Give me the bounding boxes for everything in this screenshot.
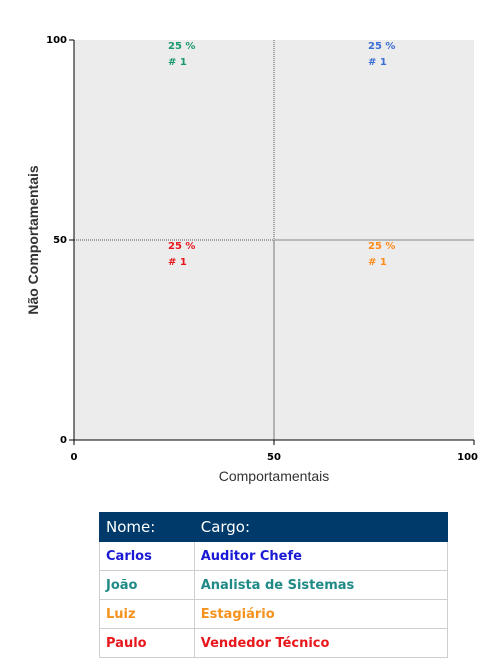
people-table: Nome: Cargo: Carlos Auditor Chefe João A… xyxy=(99,512,449,658)
row-role: Auditor Chefe xyxy=(193,541,449,571)
y-tick-label: 50 xyxy=(53,235,67,246)
table-row: João Analista de Sistemas xyxy=(99,570,449,600)
table-row: Carlos Auditor Chefe xyxy=(99,541,449,571)
x-tick-label: 100 xyxy=(457,452,478,463)
table-header-row: Nome: Cargo: xyxy=(99,512,449,542)
x-axis-label: Comportamentais xyxy=(219,468,330,484)
y-tick-label: 100 xyxy=(46,35,67,46)
y-tick-label: 0 xyxy=(60,435,67,446)
header-role: Cargo: xyxy=(193,512,449,542)
row-name: Luiz xyxy=(99,599,195,629)
quadrant-chart: 0 50 100 0 50 100 25 % # 1 25 % # 1 25 % # 1 25 % # 1… xyxy=(25,35,478,484)
table-row: Luiz Estagiário xyxy=(99,599,449,629)
row-role: Analista de Sistemas xyxy=(193,570,449,600)
row-name: Carlos xyxy=(99,541,195,571)
row-name: Paulo xyxy=(99,628,195,658)
y-axis-label: Não Comportamentais xyxy=(25,165,41,315)
quadrant-percent-label: 25 % xyxy=(168,241,195,252)
row-name: João xyxy=(99,570,195,600)
quadrant-percent-label: 25 % xyxy=(168,41,195,52)
quadrant-percent-label: 25 % xyxy=(368,241,395,252)
table-row: Paulo Vendedor Técnico xyxy=(99,628,449,658)
row-role: Estagiário xyxy=(193,599,449,629)
quadrant-percent-label: 25 % xyxy=(368,41,395,52)
quadrant-count-label: # 1 xyxy=(168,57,187,68)
quadrant-count-label: # 1 xyxy=(368,57,387,68)
x-tick-label: 50 xyxy=(267,452,281,463)
header-name: Nome: xyxy=(99,512,195,542)
row-role: Vendedor Técnico xyxy=(193,628,449,658)
quadrant-count-label: # 1 xyxy=(168,257,187,268)
quadrant-count-label: # 1 xyxy=(368,257,387,268)
x-tick-label: 0 xyxy=(71,452,78,463)
